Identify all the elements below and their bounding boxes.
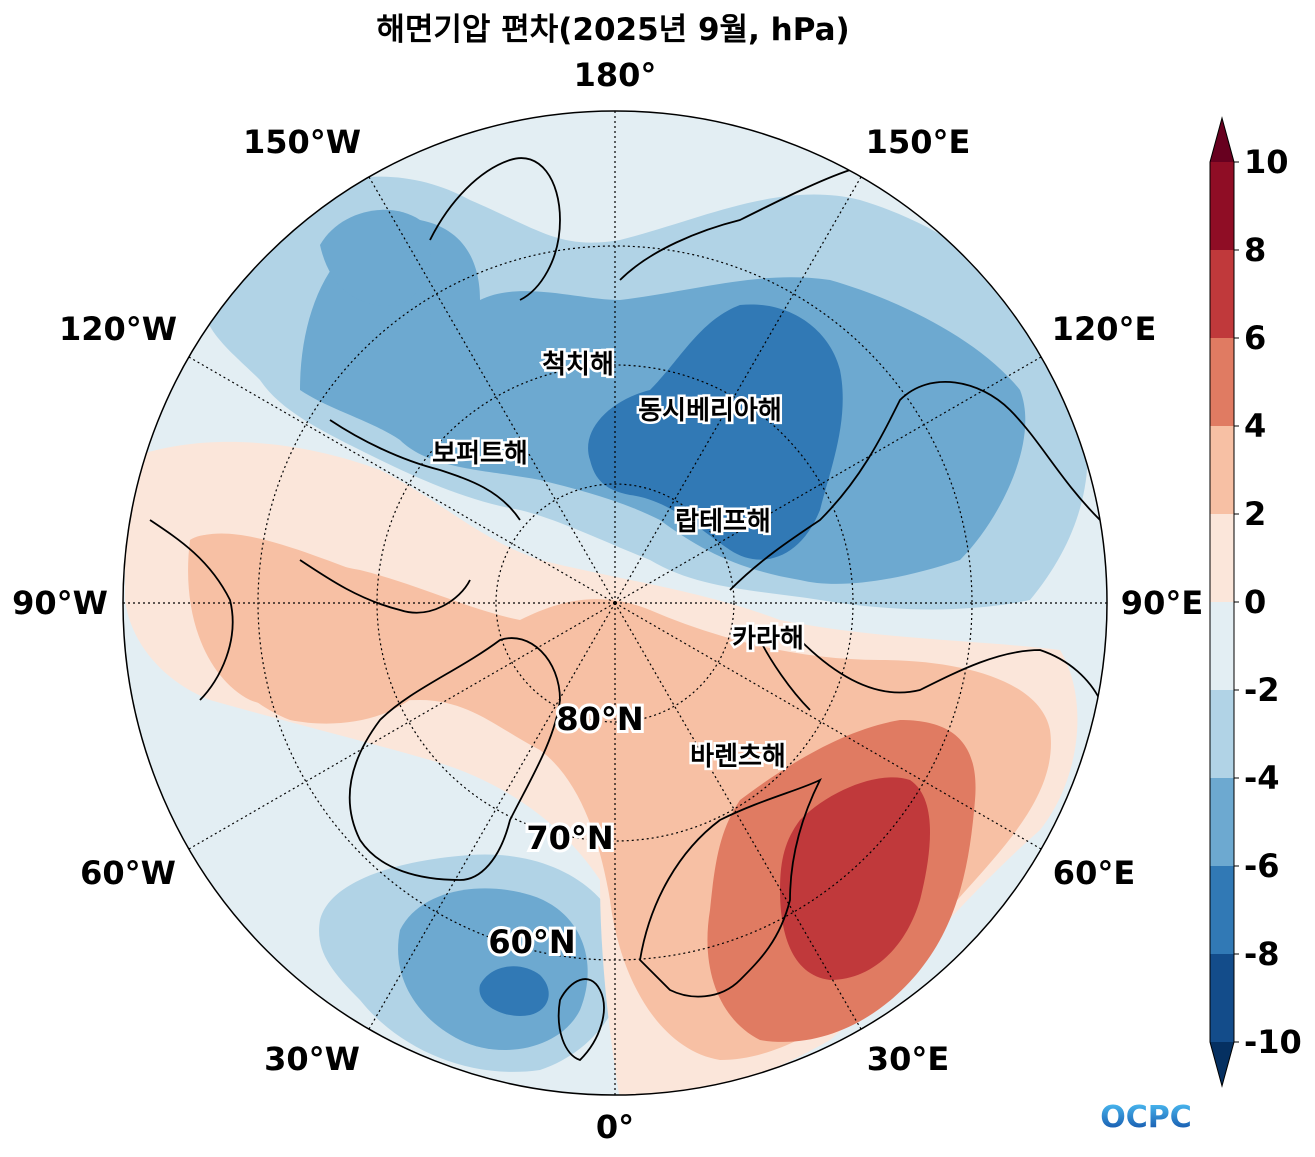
meridian-line — [368, 176, 616, 604]
coast-scandinavia — [639, 777, 823, 998]
lon-label-120e: 120°E — [1052, 310, 1157, 348]
lon-label-120w: 120°W — [59, 310, 177, 348]
coast-canada-north — [329, 419, 521, 521]
colorbar-bin — [1210, 426, 1234, 515]
colorbar-bin — [1210, 778, 1234, 867]
meridian-line — [614, 602, 1042, 850]
lat-label-60n: 60°N — [488, 923, 575, 961]
lon-label-60e: 60°E — [1053, 854, 1135, 892]
coast-russia-north — [799, 639, 1101, 701]
colorbar-tick-label: 6 — [1244, 319, 1266, 357]
lon-label-180: 180° — [574, 56, 657, 94]
sea-label-barents: 바렌츠해 — [690, 742, 786, 772]
sea-label-east-siberian: 동시베리아해 — [638, 396, 782, 426]
coast-hudson-bay — [149, 519, 234, 701]
lat-label-70n: 70°N — [526, 819, 613, 857]
colorbar-tick-label: 0 — [1244, 583, 1266, 621]
colorbar: 10 8 6 4 2 0 -2 -4 -6 -8 -10 — [1209, 116, 1302, 1088]
sea-label-laptev: 랍테프해 — [675, 507, 771, 537]
lat-label-80n: 80°N — [556, 700, 643, 738]
map-title: 해면기압 편차(2025년 9월, hPa) — [376, 12, 849, 48]
parallel-70n — [376, 364, 854, 842]
coast-chukotka — [619, 169, 851, 281]
pos-anomaly-level4 — [780, 777, 930, 980]
lon-label-150w: 150°W — [243, 123, 361, 161]
ocpc-logo: OCPC — [1100, 1100, 1192, 1135]
colorbar-tick-label: -6 — [1244, 847, 1280, 885]
colorbar-bin — [1210, 954, 1234, 1043]
coast-uk — [557, 978, 605, 1062]
colorbar-tick-label: -2 — [1244, 671, 1280, 709]
colorbar-tick-label: 4 — [1244, 407, 1266, 445]
colorbar-bin — [1210, 514, 1234, 603]
meridians — [123, 111, 1107, 1095]
sea-label-beaufort: 보퍼트해 — [432, 439, 528, 469]
colorbar-tick-label: 2 — [1244, 495, 1266, 533]
sea-label-chukchi: 척치해 — [542, 350, 614, 380]
colorbar-bin — [1210, 338, 1234, 427]
meridian-line — [188, 356, 616, 604]
meridian-line — [614, 356, 1042, 604]
colorbar-tick-label: -10 — [1244, 1023, 1302, 1061]
coast-alaska — [429, 157, 561, 301]
polar-map: 척치해 동시베리아해 보퍼트해 랍테프해 카라해 바렌츠해 80°N 70°N … — [123, 111, 1107, 1095]
lon-label-150e: 150°E — [866, 123, 971, 161]
meridian-line — [368, 602, 616, 1030]
colorbar-tick-label: 10 — [1244, 143, 1289, 181]
colorbar-tick-label: -4 — [1244, 759, 1280, 797]
meridian-line — [614, 176, 862, 604]
colorbar-tick-label: 8 — [1244, 231, 1266, 269]
coast-novaya-zemlya — [759, 639, 811, 711]
sea-label-kara: 카라해 — [732, 624, 804, 654]
meridian-line — [188, 602, 616, 850]
lon-label-30e: 30°E — [867, 1040, 949, 1078]
neg-anomaly-level2b — [320, 209, 431, 306]
parallel-80n — [495, 483, 735, 723]
colorbar-bin — [1210, 690, 1234, 779]
colorbar-bin — [1210, 602, 1234, 691]
colorbar-tick-label: -8 — [1244, 935, 1280, 973]
colorbar-extend-max — [1210, 118, 1234, 162]
neg-anomaly-level3 — [588, 304, 843, 560]
meridian-line — [614, 602, 862, 1030]
neg-anomaly-atlantic-3 — [479, 966, 549, 1016]
colorbar-bin — [1210, 162, 1234, 251]
pos-anomaly-level2b — [190, 533, 438, 724]
coast-siberia — [729, 380, 1101, 591]
coast-greenland — [348, 637, 561, 881]
lon-label-90w: 90°W — [12, 584, 108, 622]
lon-label-90e: 90°E — [1121, 584, 1203, 622]
coast-canada-archipelago — [299, 559, 471, 614]
lon-label-60w: 60°W — [80, 854, 176, 892]
colorbar-bin — [1210, 250, 1234, 339]
colorbar-bin — [1210, 866, 1234, 955]
lon-label-30w: 30°W — [264, 1040, 360, 1078]
colorbar-extend-min — [1210, 1042, 1234, 1086]
coastlines — [149, 157, 1101, 1062]
map-border — [122, 110, 1108, 1096]
lon-label-0: 0° — [596, 1108, 634, 1146]
